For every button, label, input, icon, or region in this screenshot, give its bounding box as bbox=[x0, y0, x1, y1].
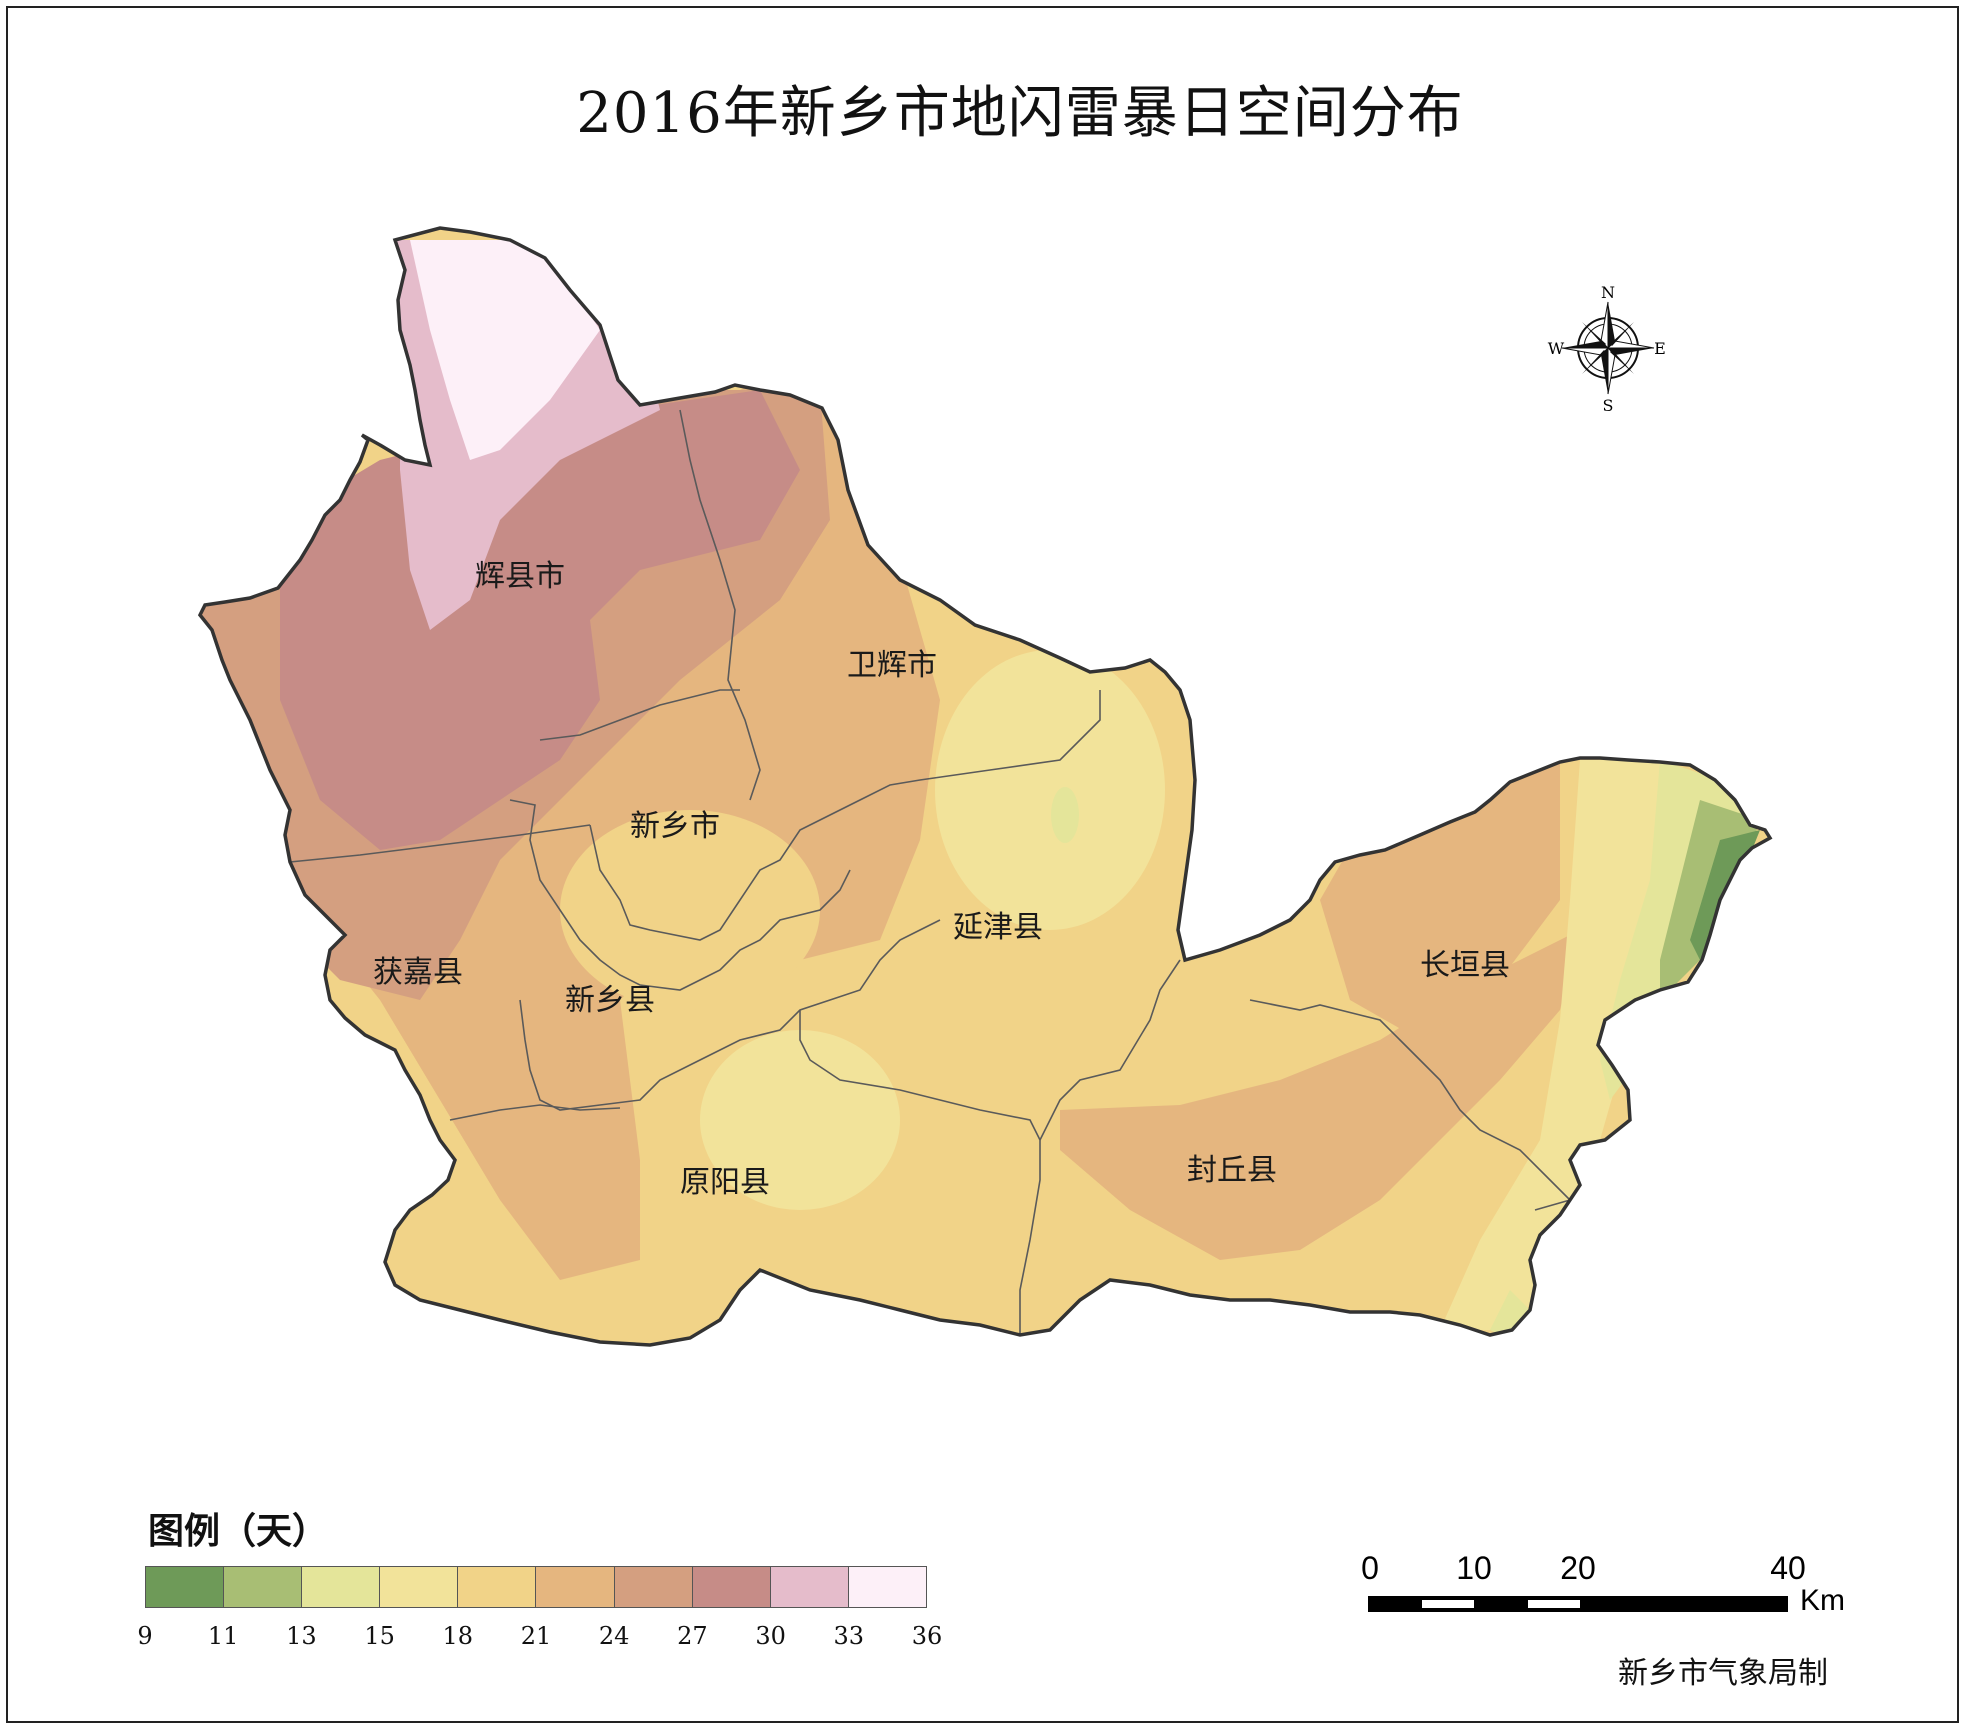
legend-tick: 27 bbox=[677, 1622, 708, 1650]
compass-n-label: N bbox=[1601, 283, 1615, 302]
legend-color-bar bbox=[145, 1566, 927, 1608]
scale-unit: Km bbox=[1800, 1584, 1845, 1617]
label-xinxiang-city: 新乡市 bbox=[630, 809, 720, 844]
label-fengqiu: 封丘县 bbox=[1187, 1153, 1277, 1188]
legend-tick: 15 bbox=[364, 1622, 395, 1650]
legend-tick: 33 bbox=[833, 1622, 865, 1650]
legend-swatch bbox=[458, 1567, 537, 1607]
thunderstorm-day-field bbox=[200, 228, 1770, 1345]
legend-tick: 36 bbox=[911, 1622, 943, 1650]
legend-swatch bbox=[302, 1567, 381, 1607]
legend-swatch bbox=[614, 1567, 693, 1607]
scale-label-10: 10 bbox=[1456, 1550, 1492, 1586]
legend-swatch bbox=[146, 1567, 225, 1607]
compass-e-label: E bbox=[1654, 339, 1666, 358]
legend-tick: 30 bbox=[755, 1622, 786, 1650]
credit-text: 新乡市气象局制 bbox=[1618, 1656, 1828, 1691]
county-boundaries bbox=[289, 409, 1572, 1335]
legend-tick: 11 bbox=[207, 1622, 239, 1650]
legend-swatch bbox=[848, 1567, 926, 1607]
scale-bar bbox=[1368, 1596, 1788, 1612]
legend-swatch bbox=[536, 1567, 615, 1607]
scale-label-40: 40 bbox=[1770, 1550, 1806, 1586]
scale-label-20: 20 bbox=[1560, 1550, 1596, 1586]
scale-label-0: 0 bbox=[1361, 1550, 1379, 1586]
label-weihui: 卫辉市 bbox=[847, 648, 937, 683]
legend-tick: 24 bbox=[598, 1622, 630, 1650]
compass-w-label: W bbox=[1548, 339, 1565, 358]
legend-swatch bbox=[770, 1567, 849, 1607]
label-changyuan: 长垣县 bbox=[1420, 948, 1510, 983]
label-yanjin: 延津县 bbox=[953, 910, 1043, 945]
legend-tick: 9 bbox=[137, 1622, 153, 1650]
legend-tick: 18 bbox=[442, 1622, 474, 1650]
legend-title: 图例（天） bbox=[148, 1511, 329, 1552]
legend-tick: 21 bbox=[520, 1622, 552, 1650]
label-huojia: 获嘉县 bbox=[373, 955, 463, 990]
label-xinxiang-county: 新乡县 bbox=[565, 983, 655, 1018]
legend-swatch bbox=[224, 1567, 303, 1607]
map-title: 2016年新乡市地闪雷暴日空间分布 bbox=[576, 81, 1464, 146]
legend-swatch bbox=[380, 1567, 459, 1607]
label-yuanyang: 原阳县 bbox=[680, 1165, 770, 1200]
compass-s-label: S bbox=[1603, 396, 1614, 415]
legend-tick: 13 bbox=[286, 1622, 317, 1650]
compass-rose-icon: N S E W bbox=[1548, 283, 1666, 415]
label-huixian: 辉县市 bbox=[475, 559, 565, 594]
legend-swatch bbox=[692, 1567, 771, 1607]
